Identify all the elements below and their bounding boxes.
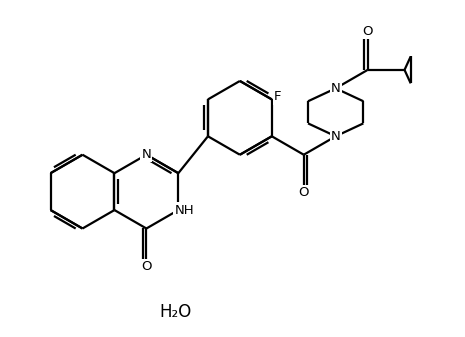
Text: H₂O: H₂O <box>160 303 192 321</box>
Text: F: F <box>274 90 281 103</box>
Text: NH: NH <box>174 204 194 217</box>
Text: N: N <box>141 148 151 161</box>
Text: O: O <box>362 25 373 38</box>
Text: O: O <box>141 260 152 273</box>
Text: N: N <box>331 82 340 95</box>
Text: O: O <box>299 186 309 200</box>
Text: N: N <box>331 130 340 143</box>
